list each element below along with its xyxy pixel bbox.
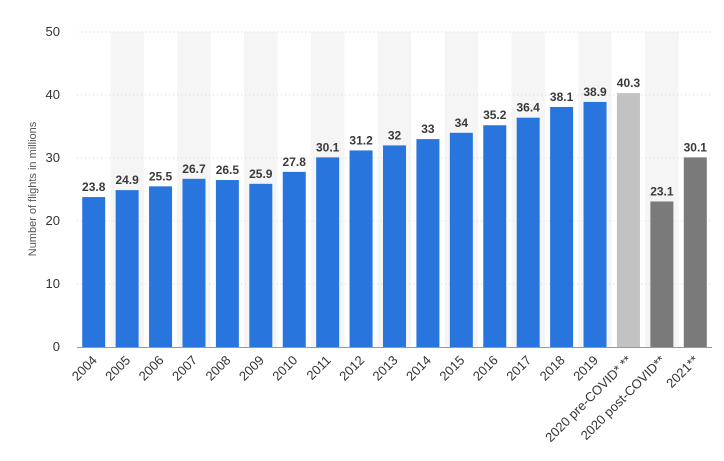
- bar[interactable]: [149, 186, 173, 347]
- y-tick-label: 50: [46, 24, 60, 39]
- y-axis-ticks: 0 10 20 30 40 50: [46, 24, 60, 354]
- x-tick-label: 2012: [336, 353, 367, 384]
- data-label: 36.4: [517, 101, 541, 115]
- bar[interactable]: [616, 93, 640, 347]
- bar[interactable]: [316, 157, 340, 347]
- bar[interactable]: [416, 139, 440, 347]
- x-tick-label: 2009: [236, 353, 267, 384]
- x-axis-ticks: 2004 2005 2006 2007 2008 2009 2010 2011 2012 2013…: [69, 353, 702, 445]
- bar[interactable]: [349, 150, 373, 347]
- data-label: 31.2: [349, 133, 373, 147]
- data-label: 34: [455, 116, 469, 130]
- y-tick-label: 30: [46, 150, 60, 165]
- data-label: 23.8: [82, 180, 106, 194]
- bar[interactable]: [550, 106, 574, 347]
- bar[interactable]: [249, 183, 273, 347]
- data-label: 23.1: [650, 184, 674, 198]
- bar[interactable]: [383, 145, 406, 347]
- data-label: 32: [388, 128, 402, 142]
- x-tick-label: 2015: [436, 353, 467, 384]
- data-label: 25.5: [149, 169, 173, 183]
- x-tick-label: 2014: [403, 353, 434, 384]
- x-tick-label: 2008: [202, 353, 233, 384]
- y-tick-label: 10: [46, 276, 60, 291]
- y-tick-label: 40: [46, 87, 60, 102]
- data-label: 26.5: [216, 163, 240, 177]
- bar[interactable]: [683, 157, 707, 347]
- x-tick-label: 2004: [69, 353, 100, 384]
- data-label: 27.8: [283, 155, 307, 169]
- data-label: 30.1: [684, 140, 708, 154]
- y-tick-label: 20: [46, 213, 60, 228]
- bar[interactable]: [449, 132, 473, 347]
- data-label: 40.3: [617, 76, 641, 90]
- bar[interactable]: [483, 125, 507, 348]
- data-label: 25.9: [249, 167, 273, 181]
- data-label: 33: [421, 122, 435, 136]
- data-label: 35.2: [483, 108, 507, 122]
- bar[interactable]: [516, 117, 540, 348]
- x-tick-label: 2018: [537, 353, 568, 384]
- x-tick-label: 2007: [169, 353, 200, 384]
- x-tick-label: 2005: [102, 353, 133, 384]
- data-labels: 23.8 24.9 25.5 26.7 26.5 25.9 27.8 30.1 31.2 32 33…: [82, 76, 707, 198]
- data-label: 38.9: [583, 85, 607, 99]
- bar[interactable]: [82, 197, 106, 347]
- data-label: 24.9: [115, 173, 139, 187]
- data-label: 30.1: [316, 140, 340, 154]
- x-tick-label: 2010: [269, 353, 300, 384]
- bar[interactable]: [650, 201, 674, 347]
- bar[interactable]: [182, 178, 206, 347]
- bar[interactable]: [583, 101, 607, 348]
- y-axis-title: Number of flights in millions: [27, 121, 39, 256]
- data-label: 26.7: [182, 162, 206, 176]
- x-tick-label: 2021**: [663, 353, 701, 391]
- x-tick-label: 2016: [470, 353, 501, 384]
- data-label: 38.1: [550, 90, 574, 104]
- x-tick-label: 2013: [370, 353, 401, 384]
- x-tick-label: 2011: [303, 353, 333, 383]
- y-tick-label: 0: [53, 339, 60, 354]
- x-tick-label: 2006: [136, 353, 167, 384]
- x-tick-label: 2017: [503, 353, 534, 384]
- bar[interactable]: [115, 190, 139, 347]
- bar[interactable]: [282, 171, 306, 347]
- bars: [82, 93, 707, 348]
- bar[interactable]: [215, 180, 239, 347]
